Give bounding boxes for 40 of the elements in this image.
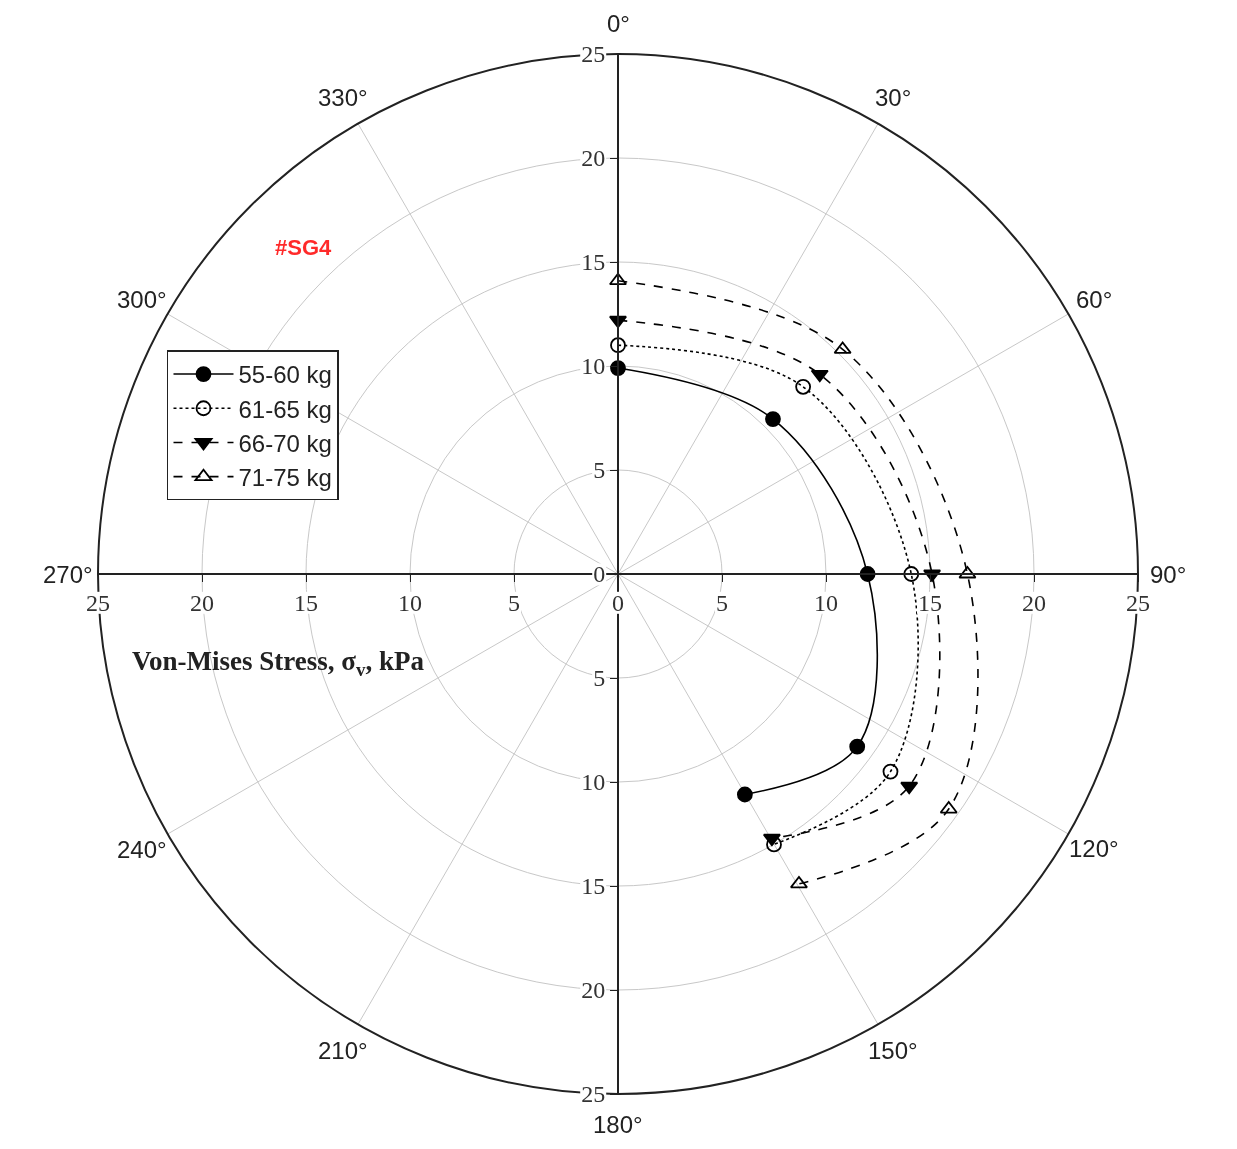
annotation: 30°	[875, 84, 912, 111]
x-tick-label: 0	[612, 589, 624, 616]
y-tick-label: 25	[581, 1081, 606, 1108]
annotation: Von-Mises Stress, σ$_{v}$, kPa	[132, 646, 425, 680]
x-tick-label: 15	[294, 589, 318, 616]
legend-label: 71-75 kg	[238, 464, 332, 492]
x-tick-label: 15	[918, 589, 942, 616]
x-tick-label: 10	[814, 589, 838, 616]
annotation: #SG4	[275, 235, 333, 260]
legend-label: 55-60 kg	[238, 361, 332, 389]
y-tick-label: 15	[581, 873, 606, 900]
y-tick-label: 5	[593, 457, 606, 484]
text: 270°	[43, 561, 93, 588]
y-tick-label: 0	[593, 561, 606, 588]
legend-label: 61-65 kg	[238, 395, 332, 423]
text: 90°	[1150, 561, 1187, 588]
legend-label: 66-70 kg	[238, 429, 332, 457]
y-tick-label: 15	[581, 249, 606, 276]
x-tick-label: 25	[86, 589, 110, 616]
annotation: 240°	[117, 836, 167, 863]
y-tick-label: 10	[581, 769, 606, 796]
x-tick-label: 20	[1022, 589, 1046, 616]
x-tick-label: 20	[190, 589, 214, 616]
annotation: 330°	[318, 84, 368, 111]
x-tick-label: 5	[716, 589, 728, 616]
annotation: 60°	[1076, 286, 1113, 313]
y-tick-label: 20	[581, 145, 606, 172]
annotation: 150°	[868, 1037, 918, 1064]
y-tick-label: 5	[593, 665, 606, 692]
annotation: 210°	[318, 1037, 368, 1064]
x-tick-label: 25	[1126, 589, 1150, 616]
x-tick-label: 10	[398, 589, 422, 616]
text: 180°	[593, 1111, 643, 1138]
text: 0°	[607, 10, 630, 37]
y-tick-label: 20	[581, 977, 606, 1004]
annotation: 300°	[117, 286, 167, 313]
y-tick-label: 10	[581, 353, 606, 380]
y-tick-label: 25	[581, 41, 606, 68]
x-tick-label: 5	[508, 589, 520, 616]
annotation: 120°	[1069, 835, 1119, 862]
